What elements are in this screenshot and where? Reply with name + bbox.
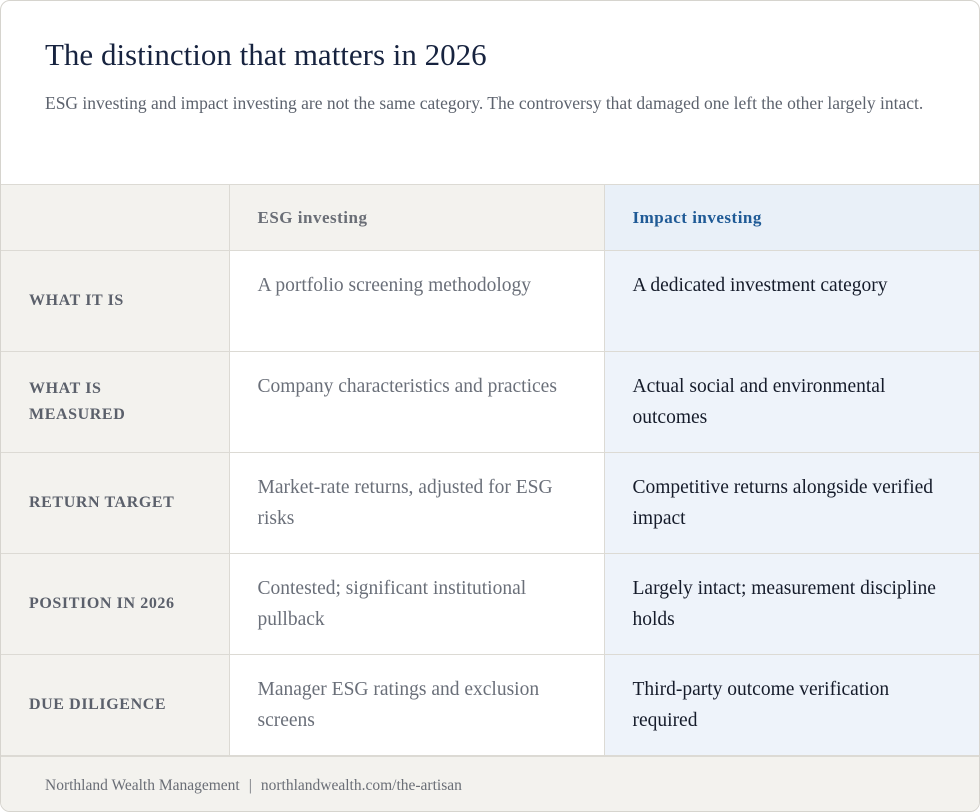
table-body: WHAT IT IS A portfolio screening methodol… bbox=[1, 250, 979, 756]
header-row: ESG investing Impact investing bbox=[1, 184, 979, 251]
impact-cell: Third-party outcome verification require… bbox=[603, 654, 979, 756]
esg-cell: A portfolio screening methodology bbox=[228, 250, 605, 352]
table-row: RETURN TARGET Market-rate returns, adjust… bbox=[1, 452, 979, 554]
footer-org: Northland Wealth Management bbox=[45, 777, 240, 794]
corner-cell bbox=[1, 184, 230, 251]
row-label: WHAT IS MEASURED bbox=[1, 351, 230, 453]
esg-cell: Market-rate returns, adjusted for ESG ri… bbox=[228, 452, 605, 554]
table-row: DUE DILIGENCE Manager ESG ratings and exc… bbox=[1, 654, 979, 756]
title: The distinction that matters in 2026 bbox=[45, 37, 487, 72]
esg-cell: Manager ESG ratings and exclusion screen… bbox=[228, 654, 605, 756]
impact-cell: Actual social and environmental outcomes bbox=[603, 351, 979, 453]
footer: Northland Wealth Management | northlandw… bbox=[1, 756, 979, 811]
impact-cell: Competitive returns alongside verified i… bbox=[603, 452, 979, 554]
impact-cell: Largely intact; measurement discipline h… bbox=[603, 553, 979, 655]
column-header: Impact investing bbox=[603, 184, 979, 251]
table-row: WHAT IS MEASURED Company characteristics … bbox=[1, 351, 979, 453]
table-row: POSITION IN 2026 Contested; significant i… bbox=[1, 553, 979, 655]
footer-url: northlandwealth.com/the-artisan bbox=[260, 777, 462, 794]
footer-separator: | bbox=[248, 777, 252, 794]
subtitle: ESG investing and impact investing are n… bbox=[45, 93, 924, 113]
row-label: DUE DILIGENCE bbox=[1, 654, 230, 756]
esg-cell: Company characteristics and practices bbox=[228, 351, 605, 453]
row-label: WHAT IT IS bbox=[1, 250, 230, 352]
row-label: POSITION IN 2026 bbox=[1, 553, 230, 655]
impact-cell: A dedicated investment category bbox=[603, 250, 979, 352]
comparison-table: ESG investing Impact investing WHAT IT I… bbox=[1, 184, 979, 756]
esg-cell: Contested; significant institutional pul… bbox=[228, 553, 605, 655]
column-header: ESG investing bbox=[228, 184, 605, 251]
header: The distinction that matters in 2026 ESG… bbox=[1, 1, 979, 184]
row-label: RETURN TARGET bbox=[1, 452, 230, 554]
table-row: WHAT IT IS A portfolio screening methodol… bbox=[1, 250, 979, 352]
